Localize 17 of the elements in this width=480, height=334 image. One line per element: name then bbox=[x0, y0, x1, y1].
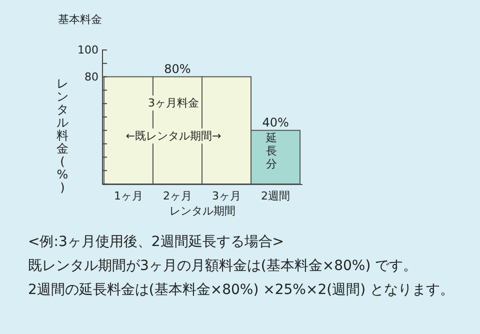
x-tick-label: 1ヶ月 bbox=[114, 190, 143, 202]
text: 既レンタル期間が3ヶ月の月額料金は(基本料金×80%) です。 bbox=[28, 257, 418, 276]
x-axis-title: レンタル期間 bbox=[170, 204, 236, 218]
data-label: 40% bbox=[262, 115, 289, 130]
text: 基本料金 bbox=[58, 12, 102, 27]
annotation: 3ヶ月料金 bbox=[146, 95, 201, 110]
text: レンタル料金(%) bbox=[56, 76, 68, 194]
y-tick-label: 80 bbox=[84, 70, 98, 84]
x-tick-label: 3ヶ月 bbox=[212, 190, 242, 202]
y-tick-label: 100 bbox=[78, 44, 98, 56]
x-tick-label: 2ヶ月 bbox=[162, 190, 192, 202]
text: 2週間の延長料金は(基本料金×80%) ×25%×2(週間) となります。 bbox=[28, 281, 455, 300]
x-tick-label: 2週間 bbox=[261, 190, 290, 202]
data-label: 80% bbox=[164, 62, 191, 76]
annotation: 延長分 bbox=[266, 132, 278, 171]
text: <例:3ヶ月使用後、2週間延長する場合> bbox=[28, 233, 285, 252]
annotation: ←既レンタル期間→ bbox=[124, 128, 224, 144]
